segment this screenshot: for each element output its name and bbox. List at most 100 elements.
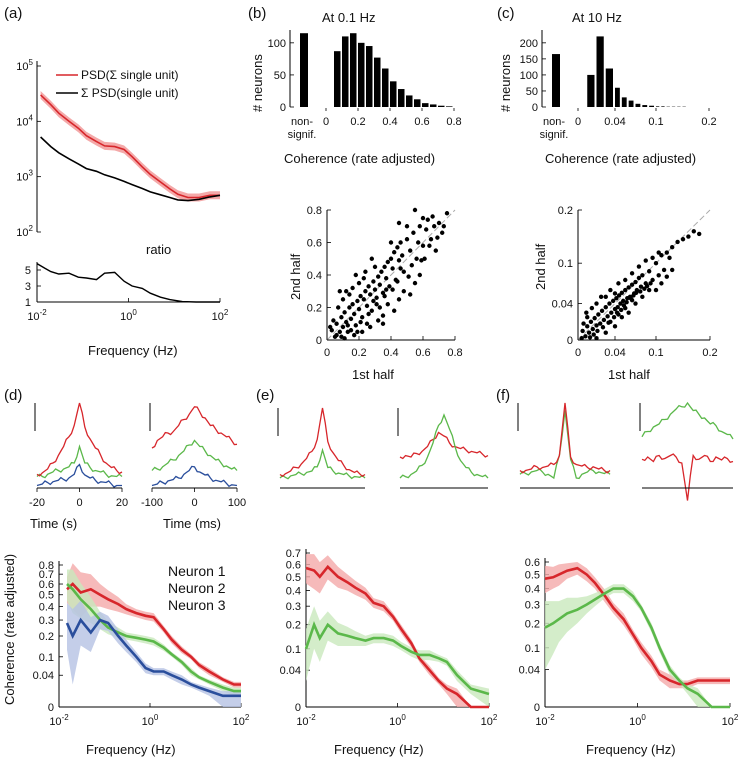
f-coh-yticklabel: 0.5 <box>525 570 540 582</box>
c-scatter-point <box>586 330 592 335</box>
panel-label-d: (d) <box>4 387 22 404</box>
c-scatter-point <box>661 267 667 273</box>
c-scatter-point <box>697 231 702 237</box>
c-hist-bar <box>587 74 595 107</box>
b-scatter-point <box>396 258 402 263</box>
c-scatter-point <box>646 287 652 293</box>
b-scatter-point <box>414 256 419 261</box>
b-scatter-yticklabel: 0.4 <box>307 270 322 282</box>
b-scatter-point <box>364 321 370 326</box>
c-scatter-point <box>616 293 622 298</box>
e-ccg-left-line-red <box>279 407 366 478</box>
b-hist-bar <box>422 103 429 107</box>
b-scatter-point <box>377 282 382 287</box>
d-coh-xticklabel: 102 <box>233 713 250 728</box>
c-scatter-point <box>590 326 595 332</box>
c-scatter-point <box>598 321 603 326</box>
c-scatter-point <box>599 308 605 314</box>
a-ratio-xticklabel: 100 <box>120 308 137 323</box>
d-coh-xticklabel: 100 <box>142 713 159 728</box>
c-scatter-xticklabel: 0.1 <box>648 347 663 359</box>
c-scatter-point <box>618 307 624 313</box>
e-ccg-right-line-red <box>399 431 489 460</box>
b-scatter-point <box>419 258 424 263</box>
b-hist-bar <box>342 36 349 107</box>
c-scatter-point <box>670 267 675 273</box>
a-psd-band <box>40 91 220 202</box>
c-scatter-point <box>605 314 610 319</box>
b-scatter-point <box>433 248 438 253</box>
e-coh-yticklabel: 0.7 <box>286 548 301 560</box>
c-scatter-point <box>600 325 606 330</box>
c-hist-yticklabel: 150 <box>520 54 538 66</box>
a-psd-line-black <box>40 136 221 202</box>
e-coh-yticklabel: 0.04 <box>280 665 301 677</box>
c-scatter-point <box>626 285 631 290</box>
c-scatter-point <box>636 264 642 269</box>
c-scatter-point <box>633 279 638 285</box>
b-scatter-point <box>380 313 386 318</box>
b-scatter-point <box>441 224 446 229</box>
b-hist-bar <box>398 89 405 107</box>
c-scatter-point <box>583 334 588 339</box>
c-hist-bar <box>628 100 634 107</box>
b-scatter-point <box>440 230 445 235</box>
panel-label-a: (a) <box>4 5 22 22</box>
c-scatter-point <box>653 287 659 293</box>
d-coh-yticklabel: 0.1 <box>39 652 54 664</box>
b-scatter-point <box>420 215 426 221</box>
b-scatter-point <box>347 292 352 297</box>
c-scatter-point <box>581 321 586 326</box>
b-scatter-point <box>408 292 413 297</box>
c-scatter-point <box>621 298 626 304</box>
e-coh-yticklabel: 0.2 <box>286 620 301 632</box>
c-hist-yticklabel: 200 <box>520 38 538 50</box>
f-ccg-left-line-red <box>519 402 611 474</box>
b-scatter-point <box>401 289 406 294</box>
c-hist-bar <box>605 68 613 107</box>
b-scatter-point <box>355 329 360 335</box>
c-scatter-yticklabel: 0.2 <box>558 205 573 217</box>
b-scatter-yticklabel: 0.2 <box>307 303 322 315</box>
d-coh-yticklabel: 0.4 <box>39 602 54 614</box>
b-scatter-point <box>360 329 365 335</box>
b-hist-bar <box>334 51 341 107</box>
c-scatter-point <box>640 273 645 278</box>
e-coh-xticklabel: 10-2 <box>296 713 316 728</box>
b-hist-ylabel: # neurons <box>250 54 265 112</box>
b-scatter-xticklabel: 0 <box>324 347 330 359</box>
b-scatter-point <box>353 272 358 278</box>
b-hist-xticklabel: 0.6 <box>414 116 429 128</box>
e-coh-yticklabel: 0 <box>295 702 301 714</box>
b-scatter-point <box>329 328 334 333</box>
c-hist-bar <box>656 106 660 107</box>
c-scatter-point <box>680 237 686 242</box>
c-scatter-point <box>650 277 655 283</box>
b-scatter-yticklabel: 0.8 <box>307 205 322 217</box>
b-scatter-point <box>384 287 389 292</box>
c-scatter-point <box>640 294 645 300</box>
d-ccg-right-line-green <box>151 439 238 471</box>
b-scatter-point <box>436 220 442 226</box>
b-scatter-point <box>356 280 362 286</box>
c-scatter-point <box>592 315 597 321</box>
c-scatter-point <box>629 271 635 276</box>
b-hist-bar <box>438 105 445 107</box>
c-scatter-point <box>691 229 696 234</box>
c-scatter-point <box>587 335 593 340</box>
b-scatter-point <box>376 274 381 279</box>
c-scatter-point <box>659 253 664 258</box>
b-scatter-point <box>392 308 397 313</box>
f-coh-yticklabel: 0.2 <box>525 618 540 630</box>
c-scatter-point <box>580 328 585 334</box>
d-coh-xticklabel: 10-2 <box>49 713 69 728</box>
e-coh-yticklabel: 0.6 <box>286 559 301 571</box>
d-ccg-left-line-blue <box>36 463 122 488</box>
b-hist-xticklabel: 0.4 <box>382 116 397 128</box>
c-scatter-point <box>614 295 619 301</box>
d-coh-yticklabel: 0.04 <box>33 670 54 682</box>
b-scatter-point <box>390 287 395 292</box>
b-scatter-point <box>337 329 342 335</box>
f-coh-xlabel: Frequency (Hz) <box>586 742 676 757</box>
c-scatter-point <box>650 255 655 261</box>
